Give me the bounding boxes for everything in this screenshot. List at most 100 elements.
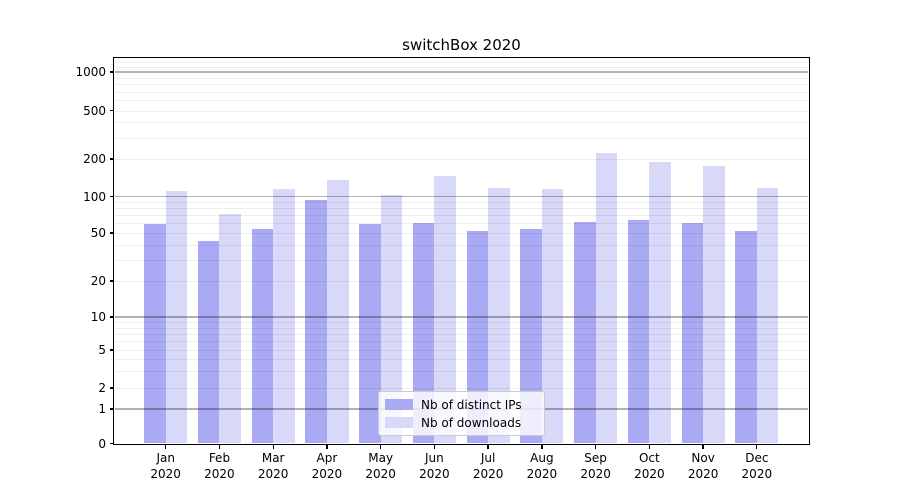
gridline-minor-8 [114,327,808,329]
y-axis-tick-label-10: 10 [90,310,106,324]
bar-downloads-dec [756,187,779,444]
y-tick-mark-10 [109,316,113,318]
gridline-minor-1100 [114,66,808,68]
bar-downloads-apr [326,179,349,444]
x-tick-mark-dec [756,445,758,449]
y-axis-tick-label-200: 200 [83,152,106,166]
x-axis-tick-label-dec: Dec 2020 [741,451,773,481]
y-tick-mark-50 [109,232,113,234]
gridline-minor-5 [114,350,808,351]
y-axis-tick-label-100: 100 [83,189,106,204]
y-tick-mark-1 [109,408,113,410]
x-tick-mark-feb [218,445,221,449]
y-axis-tick-label-2: 2 [98,381,106,395]
x-axis-tick-label-oct: Oct 2020 [634,451,665,481]
bar-downloads-mar [273,188,295,444]
y-tick-mark-100 [109,195,113,198]
bar-distinct-ips-feb [197,240,220,444]
bar-distinct-ips-sep [574,221,596,444]
x-tick-mark-jan [165,445,167,449]
x-tick-mark-apr [326,445,328,449]
y-axis-tick-label-1000: 1000 [75,65,106,79]
y-axis-tick-label-0: 0 [98,436,106,451]
x-tick-mark-sep [594,445,597,449]
gridline-minor-70 [114,215,808,217]
gridline-major-1000 [114,71,808,73]
bar-distinct-ips-jun [412,222,435,444]
x-tick-mark-jul [487,445,489,449]
bar-downloads-aug [541,189,564,444]
bar-downloads-may [380,194,403,444]
gridline-minor-6 [114,341,808,343]
y-axis-tick-label-1: 1 [98,402,106,416]
bar-distinct-ips-oct [627,220,650,444]
gridline-minor-900 [114,77,808,79]
bar-distinct-ips-may [359,224,381,444]
gridline-minor-300 [114,137,808,139]
legend-label-downloads: Nb of downloads [421,415,522,430]
x-axis-tick-label-jul: Jul 2020 [472,451,504,481]
gridline-minor-50 [114,233,808,234]
x-axis-tick-label-jan: Jan 2020 [150,451,181,481]
y-tick-mark-1000 [109,71,113,73]
chart-title: switchBox 2020 [402,36,521,54]
x-tick-mark-oct [648,445,650,449]
x-axis-tick-label-aug: Aug 2020 [526,451,558,481]
bar-downloads-jun [434,175,456,444]
bar-distinct-ips-apr [305,199,327,444]
gridline-minor-80 [114,208,808,210]
gridline-major-100 [114,195,808,198]
y-axis-tick-label-50: 50 [90,226,106,240]
bar-distinct-ips-jul [466,230,489,444]
bar-distinct-ips-aug [520,228,542,444]
y-axis-tick-label-20: 20 [90,274,106,288]
x-axis-tick-label-nov: Nov 2020 [687,451,719,481]
bar-distinct-ips-dec [735,230,757,444]
legend-item-distinct-ips: Nb of distinct IPs [385,398,538,412]
x-axis-tick-label-jun: Jun 2020 [419,451,450,481]
gridline-minor-600 [114,100,808,102]
bar-distinct-ips-nov [681,222,704,444]
gridline-minor-200 [114,159,808,160]
gridline-minor-800 [114,84,808,86]
y-tick-mark-2 [109,387,113,389]
x-axis-tick-label-sep: Sep 2020 [580,451,611,481]
legend: Nb of distinct IPs Nb of downloads [378,391,545,436]
gridline-minor-20 [114,281,808,282]
gridline-major-10 [114,316,808,318]
x-axis-tick-label-apr: Apr 2020 [311,451,343,481]
bar-distinct-ips-jan [144,224,166,444]
y-axis-tick-label-5: 5 [98,343,106,357]
bar-downloads-feb [219,213,242,444]
legend-swatch-downloads [385,417,413,428]
bar-downloads-jan [165,191,188,444]
bar-distinct-ips-mar [251,228,274,444]
bar-downloads-jul [488,188,510,444]
gridline-minor-40 [114,244,808,246]
gridline-minor-4 [114,359,808,361]
x-tick-mark-may [380,445,382,449]
x-axis-tick-label-mar: Mar 2020 [257,451,289,481]
gridline-minor-500 [114,110,808,112]
gridline-minor-700 [114,91,808,93]
y-tick-mark-20 [109,280,113,282]
x-axis-tick-label-may: May 2020 [365,451,396,481]
bar-downloads-sep [595,152,618,444]
y-axis-tick-label-500: 500 [83,103,106,118]
gridline-minor-1200 [114,62,808,64]
x-axis-tick-label-feb: Feb 2020 [204,451,235,481]
gridline-minor-30 [114,259,808,261]
y-tick-mark-200 [109,158,113,160]
bar-downloads-nov [703,165,725,444]
y-tick-mark-0 [109,442,113,445]
gridline-minor-60 [114,223,808,225]
bar-downloads-oct [649,162,671,444]
legend-swatch-distinct-ips [385,399,413,410]
x-tick-mark-jun [433,445,436,449]
x-tick-mark-aug [541,445,543,449]
legend-label-distinct-ips: Nb of distinct IPs [421,397,522,412]
gridline-minor-400 [114,122,808,124]
gridline-minor-9 [114,322,808,324]
x-tick-mark-nov [702,445,704,449]
